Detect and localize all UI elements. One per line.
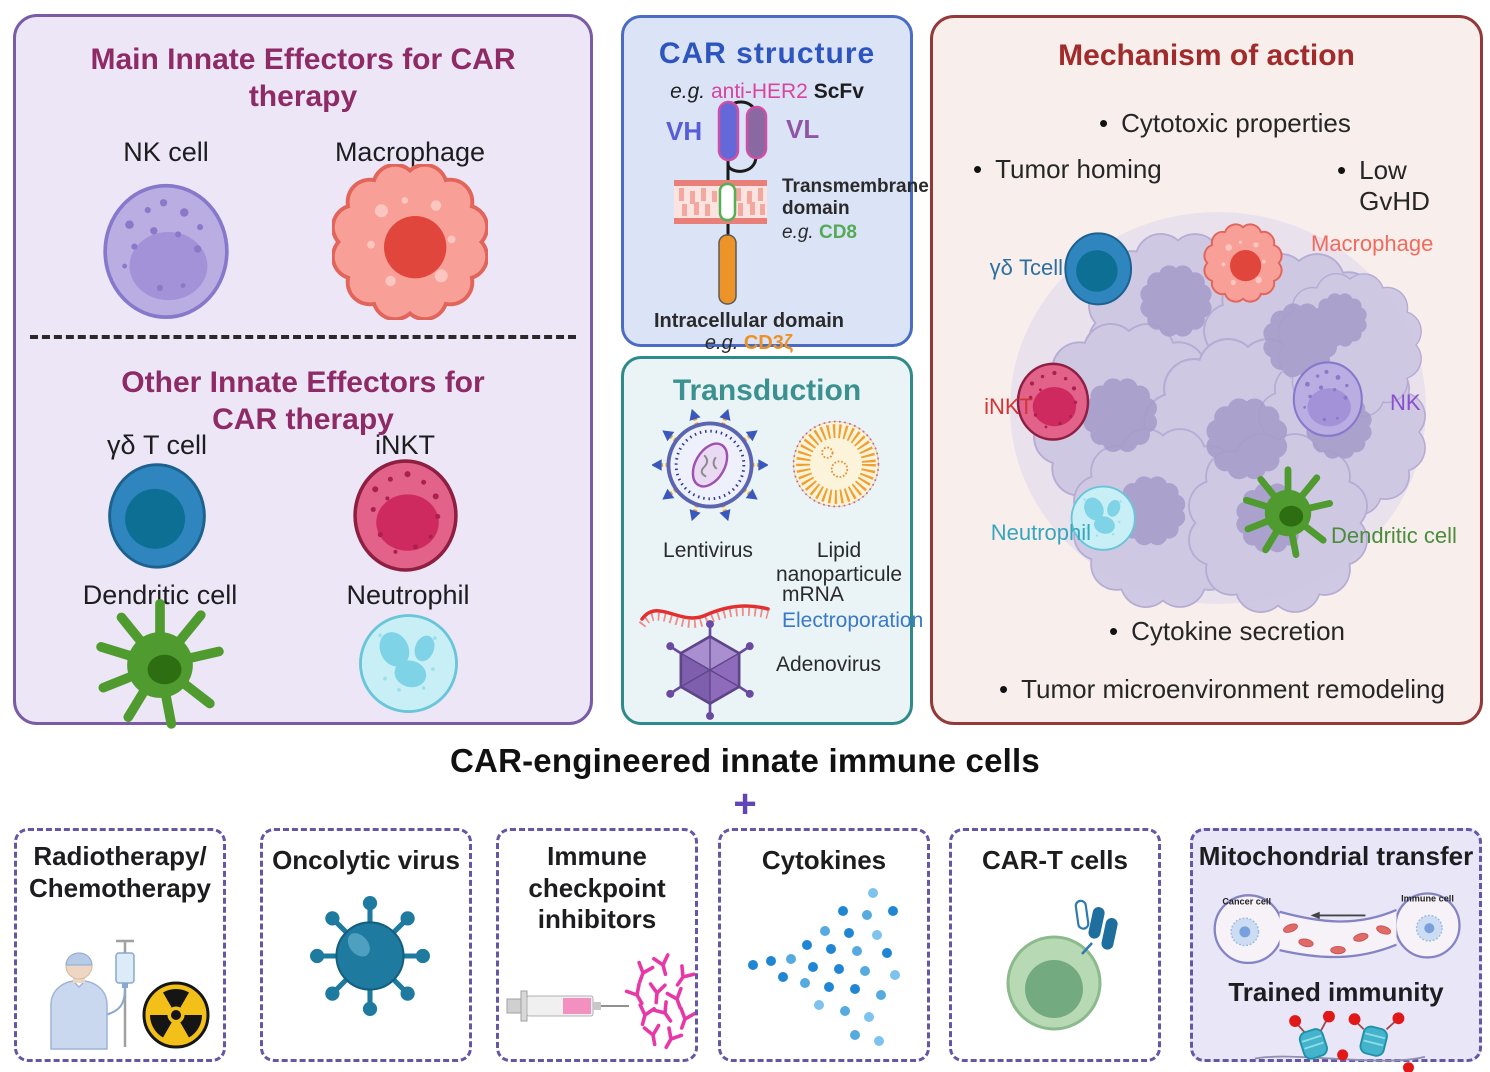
panel-title-mechanism: Mechanism of action: [1058, 39, 1355, 72]
oncolytic-virus-icon: [310, 896, 430, 1016]
plus-sign: +: [733, 782, 757, 826]
panel-car-structure: CAR structure e.g. anti-HER2 ScFv: [621, 15, 929, 354]
car-construct-diagram: [674, 100, 768, 305]
box-oncolytic-virus: Oncolytic virus: [260, 828, 472, 1062]
transmembrane-label: Transmembrane domain: [782, 176, 929, 220]
lipid-nanoparticle-label: Lipid nanoparticule: [775, 539, 903, 587]
mitochondrial-transfer-icon: Cancer cell Immune cell: [1213, 892, 1461, 965]
panel-title-other-effectors: Other Innate Effectors for CAR therapy: [121, 366, 485, 436]
mrna-icon: [638, 604, 770, 628]
mech-macrophage-icon: [1204, 224, 1281, 301]
mitochondria: [1283, 923, 1392, 955]
lipid-nanoparticle-icon: [792, 420, 880, 508]
histone-2: [1359, 1025, 1388, 1057]
label-nk-cell: NK cell: [123, 137, 209, 167]
radiotherapy-icon: [50, 939, 210, 1050]
bullet-tme-remodeling: Tumor microenvironment remodeling: [999, 674, 1445, 705]
label-inkt: iNKT: [375, 430, 435, 460]
box-radiotherapy-chemotherapy: Radiotherapy/ Chemotherapy: [14, 828, 226, 1062]
panel-title-transduction: Transduction: [672, 374, 862, 407]
immune-cell-label: Immune cell: [1401, 894, 1454, 904]
box-oncolytic-title: Oncolytic virus: [272, 845, 460, 875]
membrane-top: [674, 180, 767, 186]
trained-immunity-icon: [1254, 1011, 1426, 1072]
car-receptor: [1074, 899, 1118, 955]
box-checkpoint-title: Immune checkpoint inhibitors: [528, 841, 666, 935]
car-t-cell-icon: [1006, 899, 1118, 1031]
box-car-t-title: CAR-T cells: [982, 845, 1128, 875]
mrna-label: mRNA: [782, 583, 844, 606]
bottom-heading: CAR-engineered innate immune cells: [450, 742, 1040, 779]
nk-cell-icon: [103, 183, 229, 319]
cytokine-dots: [748, 888, 900, 1046]
bullet-cytotoxic: Cytotoxic properties: [1099, 108, 1351, 139]
box-mitochondrial-trained: Mitochondrial transfer Cancer cell Immun…: [1190, 828, 1482, 1072]
bullet-low-gvhd: Low GvHD: [1337, 155, 1480, 217]
intracellular-eg: e.g. CD3ζ: [704, 332, 794, 354]
box-mitochondrial-title: Mitochondrial transfer: [1198, 841, 1474, 871]
scfv-label: e.g. anti-HER2 ScFv: [624, 80, 910, 104]
box-trained-title: Trained immunity: [1228, 977, 1444, 1007]
intracellular-segment: [718, 234, 737, 305]
bullet-tumor-homing: Tumor homing: [973, 154, 1162, 185]
vl-label: VL: [786, 114, 820, 144]
panel-transduction: Transduction Lentivirus Lipid nanopartic…: [621, 356, 924, 725]
epigenetic-marks: [1289, 1011, 1414, 1072]
bullet-cytokine-secretion: Cytokine secretion: [1109, 616, 1345, 647]
lentivirus-label: Lentivirus: [663, 539, 753, 562]
tumor-cell-cluster: [1010, 212, 1426, 613]
mech-label-inkt: iNKT: [984, 394, 1033, 419]
label-neutrophil: Neutrophil: [346, 580, 470, 610]
panel-mechanism: Mechanism of action Cytotoxic properties…: [930, 15, 1483, 725]
dashed-divider: [30, 335, 576, 339]
transmembrane-segment: [718, 182, 737, 222]
cancer-cell-label: Cancer cell: [1222, 896, 1271, 906]
scfv-target: anti-HER2: [710, 80, 808, 103]
panel-title-car-structure: CAR structure: [658, 37, 876, 70]
intracellular-label: Intracellular domain: [653, 310, 845, 332]
membrane-bottom: [674, 218, 767, 224]
transmembrane-eg: e.g. CD8: [782, 222, 857, 243]
histone-1: [1298, 1028, 1328, 1060]
box-car-t-cells: CAR-T cells: [949, 828, 1161, 1062]
label-gd-t-cell: γδ T cell: [106, 430, 208, 460]
cytokines-icon: [748, 888, 900, 1046]
label-macrophage: Macrophage: [334, 137, 486, 167]
panel-innate-effectors: Main Innate Effectors for CAR therapy NK…: [13, 14, 593, 725]
electroporation-label: Electroporation: [782, 609, 924, 632]
neutrophil-icon: [359, 614, 458, 713]
mech-label-gd-tcell: γδ Tcell: [989, 255, 1063, 280]
box-cytokines-title: Cytokines: [761, 845, 887, 875]
scfv-eg: e.g.: [670, 80, 706, 103]
vh-domain: [717, 100, 740, 162]
vl-domain: [745, 105, 768, 160]
box-checkpoint-inhibitors: Immune checkpoint inhibitors: [496, 828, 698, 1062]
adenovirus-icon: [666, 620, 754, 720]
box-cytokines: Cytokines: [718, 828, 930, 1062]
mech-nk-icon: [1292, 361, 1363, 437]
adenovirus-label: Adenovirus: [776, 653, 882, 676]
panel-title-main-effectors: Main Innate Effectors for CAR therapy: [90, 43, 516, 113]
mech-gd-tcell-icon: [1064, 232, 1133, 306]
lentivirus-icon: [652, 407, 768, 523]
mech-label-neutrophil: Neutrophil: [990, 520, 1091, 545]
inkt-cell-icon: [353, 459, 458, 572]
antibodies: [624, 953, 695, 1053]
gd-t-cell-icon: [108, 463, 206, 569]
scfv-suffix: ScFv: [813, 80, 864, 103]
box-radiotherapy-title: Radiotherapy/ Chemotherapy: [28, 841, 212, 903]
mech-label-macrophage: Macrophage: [1311, 231, 1434, 256]
mech-label-dendritic: Dendritic cell: [1331, 523, 1457, 548]
vh-label: VH: [666, 116, 703, 146]
macrophage-icon: [332, 164, 488, 320]
dendritic-cell-icon: [92, 597, 228, 733]
mech-label-nk: NK: [1390, 390, 1421, 415]
checkpoint-inhibitors-icon: [506, 953, 695, 1053]
